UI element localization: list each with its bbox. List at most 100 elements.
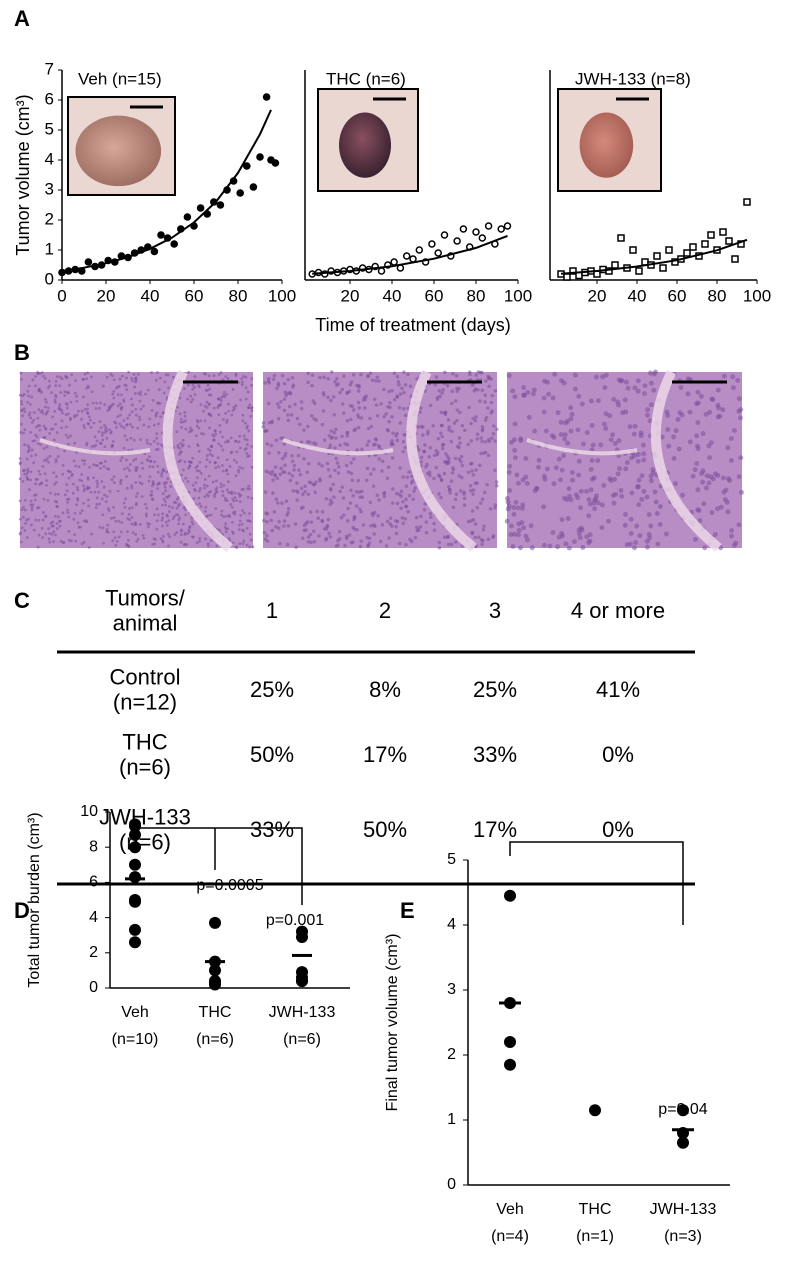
nucleus xyxy=(234,439,238,443)
nucleus xyxy=(88,465,92,469)
nucleus xyxy=(238,465,242,469)
nucleus xyxy=(363,406,367,410)
nucleus xyxy=(183,543,187,546)
nucleus xyxy=(151,482,155,486)
nucleus xyxy=(65,402,69,406)
nucleus xyxy=(249,538,253,542)
nucleus xyxy=(468,462,473,466)
nucleus xyxy=(327,433,332,438)
nucleus xyxy=(588,466,594,472)
point xyxy=(296,930,308,943)
nucleus xyxy=(101,431,104,435)
nucleus xyxy=(329,370,334,374)
nucleus xyxy=(562,432,568,438)
nucleus xyxy=(680,492,685,498)
nucleus xyxy=(265,539,270,543)
nucleus xyxy=(263,490,268,494)
nucleus xyxy=(417,448,421,452)
point xyxy=(390,258,398,266)
nucleus xyxy=(570,477,575,483)
nucleus xyxy=(34,482,37,486)
nucleus xyxy=(344,463,349,468)
nucleus xyxy=(306,539,311,544)
nucleus xyxy=(478,399,482,403)
nucleus xyxy=(90,390,94,394)
nucleus xyxy=(366,543,370,548)
nucleus xyxy=(401,439,406,444)
nucleus xyxy=(180,529,183,533)
nucleus xyxy=(335,376,339,381)
nucleus xyxy=(47,460,51,464)
nucleus xyxy=(154,378,158,382)
nucleus xyxy=(167,386,170,390)
x-tick-label: 20 xyxy=(341,286,360,305)
x-tick-label: 40 xyxy=(383,286,402,305)
nucleus xyxy=(506,469,512,475)
stroma xyxy=(406,369,477,552)
nucleus xyxy=(192,497,196,500)
nucleus xyxy=(250,465,254,469)
nucleus xyxy=(512,455,518,461)
fit-curve xyxy=(312,234,508,275)
nucleus xyxy=(480,370,484,375)
nucleus xyxy=(149,459,153,463)
nucleus xyxy=(432,521,436,526)
nucleus xyxy=(242,539,246,543)
nucleus xyxy=(455,386,459,391)
nucleus xyxy=(283,463,287,468)
nucleus xyxy=(725,445,731,451)
nucleus xyxy=(148,465,152,468)
nucleus xyxy=(541,409,547,415)
nucleus xyxy=(505,499,511,505)
nucleus xyxy=(337,465,341,469)
nucleus xyxy=(282,381,287,386)
nucleus xyxy=(46,406,50,410)
nucleus xyxy=(338,489,342,494)
nucleus xyxy=(176,405,179,409)
nucleus xyxy=(75,394,78,398)
nucleus xyxy=(66,469,70,473)
nucleus xyxy=(413,535,418,540)
nucleus xyxy=(73,414,76,417)
nucleus xyxy=(299,506,304,511)
nucleus xyxy=(23,529,27,532)
nucleus xyxy=(116,489,120,493)
nucleus xyxy=(590,442,596,448)
nucleus xyxy=(93,490,97,494)
point xyxy=(665,246,673,254)
nucleus xyxy=(357,385,361,389)
y-tick-label: 4 xyxy=(447,916,456,933)
nucleus xyxy=(450,389,455,394)
nucleus xyxy=(47,537,51,541)
nucleus xyxy=(89,418,92,422)
nucleus xyxy=(382,494,387,499)
nucleus xyxy=(437,546,442,550)
nucleus xyxy=(213,461,217,465)
nucleus xyxy=(423,443,427,447)
nucleus xyxy=(475,432,480,436)
point xyxy=(150,247,159,256)
nucleus xyxy=(204,537,207,541)
nucleus xyxy=(195,469,199,473)
nucleus xyxy=(230,413,234,417)
nucleus xyxy=(729,527,735,533)
nucleus xyxy=(52,530,56,534)
nucleus xyxy=(440,434,444,439)
nucleus xyxy=(424,530,429,535)
nucleus xyxy=(457,436,462,440)
nucleus xyxy=(164,520,168,524)
nucleus xyxy=(542,476,548,482)
nucleus xyxy=(277,519,281,524)
nucleus xyxy=(134,466,138,469)
nucleus xyxy=(114,421,118,425)
nucleus xyxy=(386,429,390,433)
nucleus xyxy=(370,378,375,382)
table-cell: 25% xyxy=(473,677,517,702)
nucleus xyxy=(130,486,134,490)
nucleus xyxy=(440,446,445,451)
nucleus xyxy=(134,469,138,472)
nucleus xyxy=(214,488,218,491)
table-cell: (n=6) xyxy=(119,829,171,854)
nucleus xyxy=(428,445,433,450)
